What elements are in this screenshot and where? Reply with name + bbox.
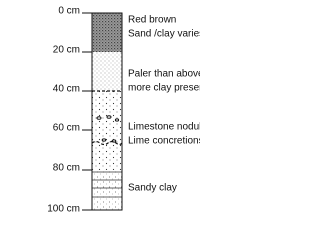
depth-label: 20 cm <box>53 45 80 56</box>
layer-sandy-clay <box>92 170 122 210</box>
column <box>91 12 123 211</box>
layer-nodules <box>92 91 122 170</box>
layer-description: Limestone nodules <box>128 122 200 133</box>
depth-label: 60 cm <box>53 123 80 134</box>
nodules <box>96 115 120 143</box>
depth-label: 100 cm <box>47 204 80 215</box>
layer-dark <box>92 13 122 52</box>
depth-label: 40 cm <box>53 84 80 95</box>
layer-pale <box>92 52 122 91</box>
sand-lines <box>92 171 122 198</box>
column-outline <box>91 12 123 211</box>
layer-description: Paler than above <box>128 69 200 80</box>
depth-axis: 0 cm 20 cm 40 cm 60 cm 80 cm 100 cm <box>47 6 92 215</box>
soil-profile: 0 cm 20 cm 40 cm 60 cm 80 cm 100 cm Red … <box>47 6 212 215</box>
layer-description: more clay present <box>128 83 200 94</box>
depth-label: 80 cm <box>53 163 80 174</box>
descriptions: Red brown Sand /clay varies Paler than a… <box>128 15 212 194</box>
layer-description: Red brown <box>128 15 176 26</box>
layer-description: Sandy clay <box>128 183 177 194</box>
page: {"depth_labels": ["0 cm", "20 cm", "40 c… <box>47 5 212 215</box>
layer-description: Sand /clay varies <box>128 29 200 40</box>
layer-description: Lime concretions <box>128 136 200 147</box>
depth-label: 0 cm <box>58 6 80 17</box>
boundary <box>91 140 123 146</box>
